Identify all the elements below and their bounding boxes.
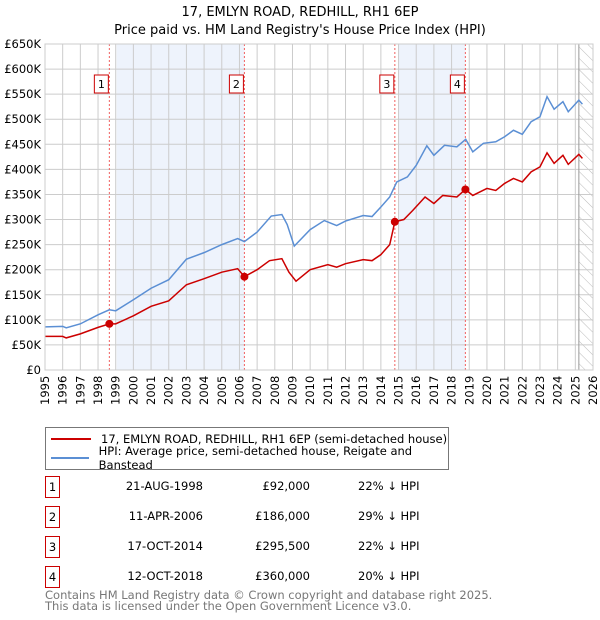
x-tick-label: 2004 [197,376,211,405]
y-tick-label: £500K [4,112,41,126]
x-tick-label: 1996 [56,376,70,405]
legend-item-property: 17, EMLYN ROAD, REDHILL, RH1 6EP (semi-d… [51,431,447,447]
x-tick-label: 2015 [392,376,406,405]
sale-point [105,319,114,328]
sale-point [390,217,399,226]
shaded-period [398,44,466,370]
x-tick-label: 2017 [427,376,441,405]
legend-item-hpi: HPI: Average price, semi-detached house,… [51,444,448,472]
sale-marker-label: 4 [454,78,461,91]
y-tick-label: £0 [26,363,41,377]
chart-title: 17, EMLYN ROAD, REDHILL, RH1 6EP [181,5,419,20]
y-tick-label: £100K [4,313,41,327]
x-tick-label: 2023 [533,376,547,405]
shaded-period [116,44,245,370]
x-tick-label: 2022 [515,376,529,405]
property-price-line [45,151,583,339]
y-tick-label: £550K [4,87,41,101]
x-tick-label: 2024 [551,376,565,405]
sale-marker-label: 2 [233,78,240,91]
x-tick-label: 1997 [73,376,87,405]
sale-date: 21-AUG-1998 [125,479,203,493]
sale-marker-number: 2 [45,506,60,528]
legend-label: 17, EMLYN ROAD, REDHILL, RH1 6EP (semi-d… [101,432,448,446]
hpi-diff: 22% ↓ HPI [358,539,420,553]
y-tick-label: £150K [4,288,41,302]
y-tick-label: £200K [4,263,41,277]
x-tick-label: 2021 [498,376,512,405]
sale-marker-number: 1 [45,476,60,498]
y-tick-label: £650K [4,37,41,51]
x-tick-label: 2006 [232,376,246,405]
x-tick-label: 1999 [109,376,123,405]
x-tick-label: 2008 [268,376,282,405]
sale-marker-label: 1 [98,78,105,91]
hpi-diff: 20% ↓ HPI [358,569,420,583]
y-tick-label: £50K [12,338,42,352]
sale-price: £186,000 [255,509,310,523]
x-tick-label: 2013 [356,376,370,405]
sale-price: £360,000 [255,569,310,583]
x-tick-label: 2005 [215,376,229,405]
blue-line-swatch [51,457,89,459]
x-tick-label: 2019 [462,376,476,405]
y-tick-label: £450K [4,137,41,151]
legend-label: HPI: Average price, semi-detached house,… [98,444,413,472]
x-tick-label: 2007 [250,376,264,405]
red-line-swatch [51,438,91,440]
x-tick-label: 2012 [339,376,353,405]
sale-point [461,185,470,194]
chart-subtitle: Price paid vs. HM Land Registry's House … [114,23,486,38]
y-tick-label: £400K [4,162,41,176]
sale-price: £295,500 [255,539,310,553]
sale-date: 11-APR-2006 [128,509,203,523]
x-tick-label: 2025 [568,376,582,405]
x-tick-label: 1995 [38,376,52,405]
sale-date: 17-OCT-2014 [127,539,203,553]
y-tick-label: £300K [4,213,41,227]
sale-marker-label: 3 [383,78,390,91]
x-tick-label: 2000 [126,376,140,405]
footer-copyright: Contains HM Land Registry data © Crown c… [45,588,493,602]
x-tick-label: 2016 [409,376,423,405]
price-chart: 1995 1996 1997 1998 1999 2000 2001 2002 2003 2004… [4,37,600,405]
sale-marker-box [228,74,244,94]
footer-licence: This data is licensed under the Open Gov… [45,599,412,613]
hpi-diff: 22% ↓ HPI [358,479,420,493]
sale-marker-number: 4 [45,566,60,588]
x-tick-label: 1998 [91,376,105,405]
plot-frame [44,43,594,371]
x-tick-label: 2001 [144,376,158,405]
sale-marker-number: 3 [45,536,60,558]
x-tick-label: 2018 [445,376,459,405]
hpi-diff: 29% ↓ HPI [358,509,420,523]
x-tick-label: 2009 [285,376,299,405]
x-tick-label: 2014 [374,376,388,405]
forecast-hatch [578,44,593,370]
x-tick-label: 2003 [179,376,193,405]
sale-point [240,272,249,281]
x-tick-label: 2010 [303,376,317,405]
y-tick-label: £250K [4,238,41,252]
x-tick-label: 2002 [162,376,176,405]
x-tick-label: 2020 [480,376,494,405]
sale-marker-box [379,74,395,94]
y-tick-label: £350K [4,187,41,201]
sale-date: 12-OCT-2018 [127,569,203,583]
legend: 17, EMLYN ROAD, REDHILL, RH1 6EP (semi-d… [45,427,449,472]
x-tick-label: 2011 [321,376,335,405]
hpi-line [44,94,583,329]
sale-marker-box [449,74,465,94]
sale-price: £92,000 [262,479,310,493]
x-tick-label: 2026 [586,376,600,405]
sale-marker-box [93,74,109,94]
y-tick-label: £600K [4,62,41,76]
